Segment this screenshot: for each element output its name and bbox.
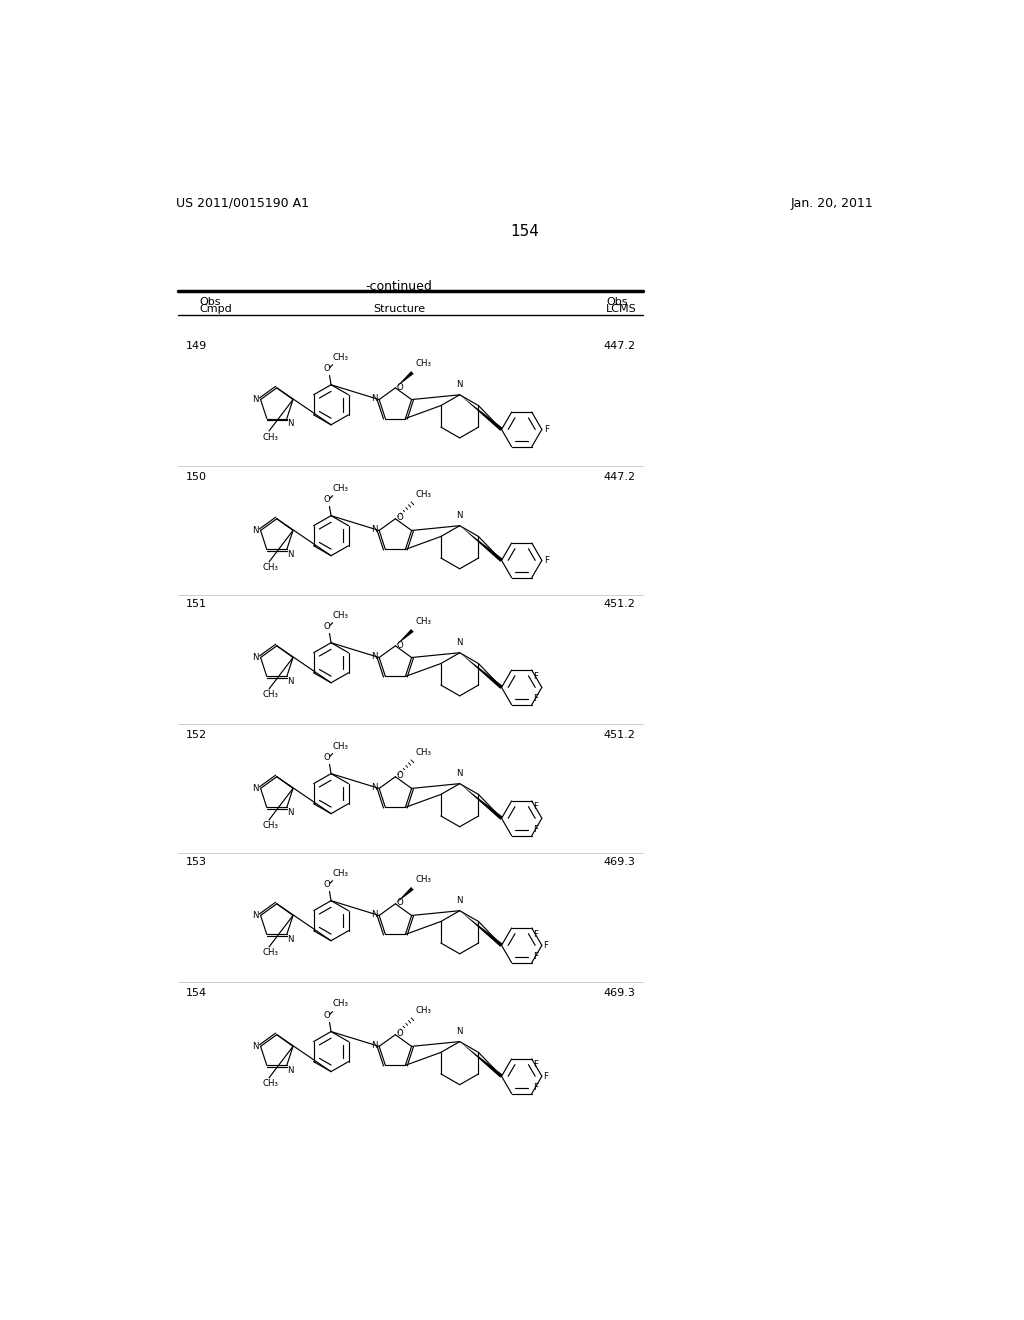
Text: LCMS: LCMS [606, 304, 637, 314]
Polygon shape [460, 525, 503, 562]
Text: F: F [534, 825, 539, 834]
Text: N: N [457, 380, 463, 389]
Text: F: F [544, 1072, 549, 1081]
Text: CH₃: CH₃ [333, 352, 348, 362]
Text: CH₃: CH₃ [416, 616, 431, 626]
Text: N: N [288, 420, 294, 428]
Text: N: N [457, 1027, 463, 1036]
Text: N: N [371, 525, 378, 535]
Text: N: N [288, 1067, 294, 1074]
Text: Cmpd: Cmpd [200, 304, 232, 314]
Text: N: N [457, 770, 463, 779]
Text: 152: 152 [186, 730, 207, 739]
Text: 154: 154 [186, 987, 207, 998]
Text: 447.2: 447.2 [604, 341, 636, 351]
Text: N: N [253, 1041, 259, 1051]
Text: 469.3: 469.3 [604, 987, 636, 998]
Text: N: N [457, 896, 463, 906]
Text: US 2011/0015190 A1: US 2011/0015190 A1 [176, 197, 309, 210]
Text: N: N [253, 395, 259, 404]
Text: CH₃: CH₃ [416, 747, 431, 756]
Text: -continued: -continued [366, 280, 433, 293]
Text: CH₃: CH₃ [263, 433, 279, 441]
Polygon shape [460, 395, 503, 430]
Text: F: F [534, 1082, 539, 1092]
Text: CH₃: CH₃ [416, 875, 431, 884]
Polygon shape [460, 1041, 503, 1077]
Text: CH₃: CH₃ [416, 490, 431, 499]
Text: CH₃: CH₃ [333, 999, 348, 1008]
Text: O: O [324, 622, 331, 631]
Text: 154: 154 [510, 224, 540, 239]
Text: N: N [457, 511, 463, 520]
Text: F: F [544, 556, 549, 565]
Text: CH₃: CH₃ [263, 948, 279, 957]
Text: N: N [371, 395, 378, 404]
Text: F: F [534, 952, 539, 961]
Text: CH₃: CH₃ [333, 869, 348, 878]
Text: 451.2: 451.2 [604, 599, 636, 609]
Polygon shape [460, 784, 503, 820]
Text: O: O [324, 754, 331, 762]
Text: CH₃: CH₃ [333, 742, 348, 751]
Text: O: O [397, 513, 403, 523]
Text: 151: 151 [186, 599, 207, 609]
Polygon shape [460, 653, 503, 689]
Text: N: N [371, 1041, 378, 1051]
Text: O: O [397, 1030, 403, 1039]
Polygon shape [395, 371, 414, 388]
Text: O: O [324, 495, 331, 504]
Text: N: N [253, 784, 259, 793]
Text: N: N [288, 550, 294, 560]
Text: F: F [534, 803, 539, 812]
Polygon shape [395, 887, 414, 904]
Text: N: N [288, 808, 294, 817]
Text: N: N [253, 911, 259, 920]
Text: O: O [324, 880, 331, 890]
Text: N: N [371, 783, 378, 792]
Text: 447.2: 447.2 [604, 471, 636, 482]
Text: CH₃: CH₃ [333, 483, 348, 492]
Text: O: O [397, 771, 403, 780]
Text: 150: 150 [186, 471, 207, 482]
Text: N: N [371, 911, 378, 919]
Text: Obs: Obs [606, 297, 628, 308]
Text: 153: 153 [186, 857, 207, 867]
Text: CH₃: CH₃ [416, 1006, 431, 1015]
Text: N: N [253, 653, 259, 663]
Text: Obs: Obs [200, 297, 221, 308]
Text: F: F [544, 425, 549, 434]
Text: F: F [544, 941, 549, 950]
Text: O: O [324, 1011, 331, 1020]
Text: F: F [534, 1060, 539, 1069]
Text: N: N [288, 935, 294, 944]
Text: F: F [534, 694, 539, 704]
Text: CH₃: CH₃ [263, 564, 279, 573]
Text: CH₃: CH₃ [416, 359, 431, 368]
Text: CH₃: CH₃ [263, 1080, 279, 1088]
Text: 451.2: 451.2 [604, 730, 636, 739]
Text: 149: 149 [186, 341, 208, 351]
Text: 469.3: 469.3 [604, 857, 636, 867]
Text: N: N [253, 525, 259, 535]
Text: CH₃: CH₃ [333, 611, 348, 619]
Text: CH₃: CH₃ [263, 690, 279, 700]
Text: O: O [397, 383, 403, 392]
Text: Jan. 20, 2011: Jan. 20, 2011 [791, 197, 873, 210]
Text: O: O [324, 364, 331, 374]
Text: N: N [371, 652, 378, 661]
Text: N: N [457, 639, 463, 647]
Polygon shape [460, 911, 503, 946]
Text: CH₃: CH₃ [263, 821, 279, 830]
Text: Structure: Structure [373, 304, 425, 314]
Text: O: O [397, 899, 403, 907]
Text: F: F [534, 672, 539, 681]
Text: F: F [534, 929, 539, 939]
Text: N: N [288, 677, 294, 686]
Text: O: O [397, 640, 403, 649]
Polygon shape [395, 630, 414, 645]
